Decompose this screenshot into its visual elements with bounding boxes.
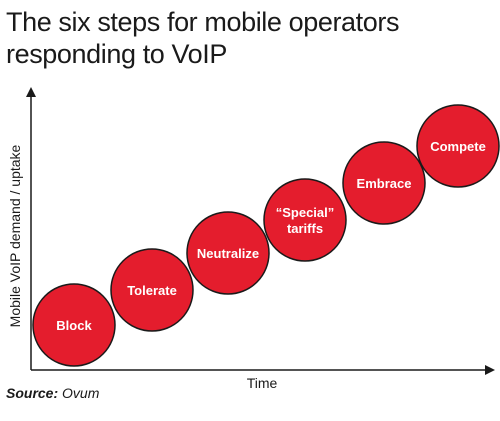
step-label-line: Neutralize bbox=[197, 246, 259, 261]
step-tolerate: Tolerate bbox=[110, 248, 194, 332]
step-label: Embrace bbox=[357, 176, 412, 191]
step-label-line: Tolerate bbox=[127, 283, 177, 298]
step-neutralize: Neutralize bbox=[186, 211, 270, 295]
step-special-tariffs: “Special” tariffs bbox=[263, 178, 347, 262]
step-circle bbox=[110, 248, 194, 332]
y-axis-label: Mobile VoIP demand / uptake bbox=[7, 144, 23, 327]
chart-title: The six steps for mobile operators respo… bbox=[6, 7, 400, 69]
step-label: “Special” tariffs bbox=[276, 205, 335, 236]
step-label: Compete bbox=[430, 139, 486, 154]
source-value: Ovum bbox=[62, 385, 100, 401]
step-circle bbox=[186, 211, 270, 295]
source-label: Source: bbox=[6, 385, 59, 401]
x-axis-label: Time bbox=[247, 375, 278, 391]
step-circle bbox=[342, 141, 426, 225]
step-circle bbox=[32, 283, 116, 367]
step-label-line: “Special” bbox=[276, 205, 335, 220]
step-label-line: Embrace bbox=[357, 176, 412, 191]
step-label: Neutralize bbox=[197, 246, 259, 261]
step-block: Block bbox=[32, 283, 116, 367]
step-label-line: Compete bbox=[430, 139, 486, 154]
step-circle bbox=[263, 178, 347, 262]
step-label-line: Block bbox=[56, 318, 92, 333]
step-embrace: Embrace bbox=[342, 141, 426, 225]
step-label: Tolerate bbox=[127, 283, 177, 298]
step-circle bbox=[416, 104, 500, 188]
step-label: Block bbox=[56, 318, 92, 333]
step-compete: Compete bbox=[416, 104, 500, 188]
step-label-line: tariffs bbox=[287, 221, 323, 236]
source-note: Source: Ovum bbox=[6, 385, 99, 401]
